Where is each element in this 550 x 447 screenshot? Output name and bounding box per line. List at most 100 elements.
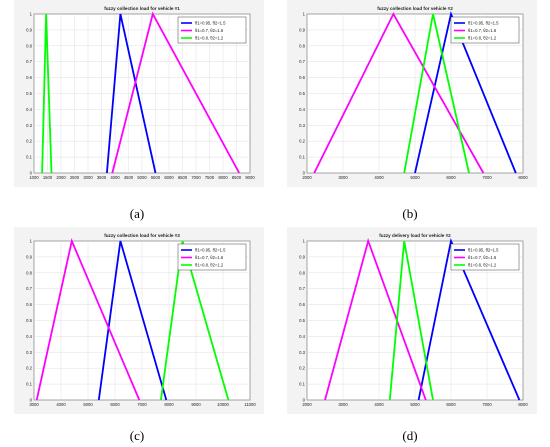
legend-label: θ1=0.7, θ2=1.6 [195, 28, 224, 33]
y-tick-label: 0.2 [299, 366, 305, 371]
chart-svg-d: fuzzy delivery load for vehicle #2 0 0.1 0.… [299, 233, 528, 407]
x-tick-label: 7000 [482, 175, 492, 180]
y-tick-label: 1 [30, 12, 33, 17]
legend-label: θ1=0.7, θ2=1.6 [468, 28, 497, 33]
y-tick-label: 0.8 [299, 270, 305, 275]
y-tick-label: 0.3 [26, 123, 32, 128]
x-tick-label: 6000 [446, 175, 456, 180]
y-tick-label: 0 [30, 171, 33, 176]
y-tick-label: 0.5 [26, 91, 32, 96]
caption-a: (a) [129, 206, 145, 221]
series-line-blue [417, 238, 521, 401]
x-tick-label: 2000 [302, 402, 312, 407]
series-line-green [41, 13, 53, 174]
x-tick-label: 4000 [56, 402, 66, 407]
chart-panel-b: fuzzy collection load for vehicle #2 0 0.1… [287, 0, 537, 187]
x-tick-label: 7500 [205, 175, 215, 180]
series-line-blue [414, 11, 517, 174]
y-tick-label: 0.7 [299, 59, 305, 64]
y-tick-label: 0.1 [299, 382, 305, 387]
x-tick-label: 3000 [338, 175, 348, 180]
y-tick-label: 0 [30, 398, 33, 403]
x-tick-label: 7000 [482, 402, 492, 407]
x-tick-label: 3000 [338, 402, 348, 407]
x-tick-label: 5000 [83, 402, 93, 407]
y-tick-label: 0.9 [26, 254, 32, 259]
x-tick-label: 5000 [410, 175, 420, 180]
x-tick-label: 5000 [137, 175, 147, 180]
x-tick-label: 6500 [178, 175, 188, 180]
x-tick-label: 4000 [374, 402, 384, 407]
x-tick-label: 2000 [302, 175, 312, 180]
caption-c: (c) [129, 428, 145, 443]
chart-panel-c: fuzzy collection load for vehicle #3 0 0.1… [14, 227, 264, 414]
x-tick-label: 6000 [110, 402, 120, 407]
series-line-magenta [35, 238, 141, 401]
y-tick-label: 0.2 [26, 366, 32, 371]
y-tick-label: 0.4 [26, 107, 32, 112]
x-tick-label: 1500 [43, 175, 53, 180]
y-tick-label: 0.8 [26, 43, 32, 48]
x-tick-label: 3500 [97, 175, 107, 180]
chart-svg-a: fuzzy collection load for vehicle #1 0 0.1… [26, 6, 255, 180]
y-tick-label: 0.7 [26, 286, 32, 291]
y-tick-label: 0.6 [299, 302, 305, 307]
legend-label: θ1=0.8, θ2=1.2 [195, 36, 224, 41]
series-line-magenta [313, 12, 485, 174]
y-tick-label: 0.3 [299, 123, 305, 128]
chart-title: fuzzy collection load for vehicle #1 [104, 6, 180, 11]
x-tick-label: 4500 [124, 175, 134, 180]
legend-label: θ1=0.95, θ2=1.5 [195, 21, 226, 26]
y-tick-label: 0.1 [26, 155, 32, 160]
x-tick-label: 7000 [137, 402, 147, 407]
x-tick-label: 4000 [374, 175, 384, 180]
series-line-blue [106, 13, 157, 174]
y-tick-label: 0.6 [26, 75, 32, 80]
y-tick-label: 0.8 [299, 43, 305, 48]
x-tick-label: 8500 [232, 175, 242, 180]
y-tick-label: 0.8 [26, 270, 32, 275]
x-tick-label: 4000 [110, 175, 120, 180]
x-tick-label: 5000 [410, 402, 420, 407]
y-tick-label: 0.1 [26, 382, 32, 387]
legend-label: θ1=0.8, θ2=1.2 [468, 263, 497, 268]
chart-panel-a: fuzzy collection load for vehicle #1 0 0.1… [14, 0, 264, 187]
x-tick-label: 11000 [244, 402, 256, 407]
y-tick-label: 0.2 [299, 139, 305, 144]
series-line-green [403, 13, 470, 174]
y-tick-label: 0.5 [26, 318, 32, 323]
legend-label: θ1=0.7, θ2=1.6 [468, 255, 497, 260]
x-tick-label: 3000 [29, 402, 39, 407]
y-tick-label: 0.3 [26, 350, 32, 355]
legend-label: θ1=0.8, θ2=1.2 [195, 263, 224, 268]
y-tick-label: 0.6 [26, 302, 32, 307]
series-line-magenta [324, 238, 427, 401]
x-tick-label: 5500 [151, 175, 161, 180]
chart-panel-d: fuzzy delivery load for vehicle #2 0 0.1 0.… [287, 227, 537, 414]
x-tick-label: 8000 [518, 175, 528, 180]
chart-title: fuzzy collection load for vehicle #3 [104, 233, 180, 238]
y-tick-label: 0.2 [26, 139, 32, 144]
x-tick-label: 9000 [191, 402, 201, 407]
legend-label: θ1=0.95, θ2=1.5 [195, 248, 226, 253]
series-line-magenta [111, 11, 240, 174]
y-tick-label: 0.1 [299, 155, 305, 160]
x-tick-label: 10000 [217, 402, 229, 407]
y-tick-label: 0.7 [26, 59, 32, 64]
chart-title: fuzzy collection load for vehicle #2 [377, 6, 453, 11]
y-tick-label: 0.4 [299, 334, 305, 339]
y-tick-label: 0.3 [299, 350, 305, 355]
y-tick-label: 1 [303, 239, 306, 244]
y-tick-label: 0.5 [299, 318, 305, 323]
y-tick-label: 0 [303, 171, 306, 176]
x-tick-label: 2000 [56, 175, 66, 180]
y-tick-label: 0.4 [299, 107, 305, 112]
series-line-blue [97, 240, 168, 401]
x-tick-label: 9000 [245, 175, 255, 180]
chart-title: fuzzy delivery load for vehicle #2 [379, 233, 451, 238]
y-tick-label: 0.7 [299, 286, 305, 291]
chart-svg-c: fuzzy collection load for vehicle #3 0 0.1… [26, 233, 256, 407]
x-tick-label: 2500 [70, 175, 80, 180]
series-line-green [388, 240, 434, 401]
caption-d: (d) [402, 428, 418, 443]
